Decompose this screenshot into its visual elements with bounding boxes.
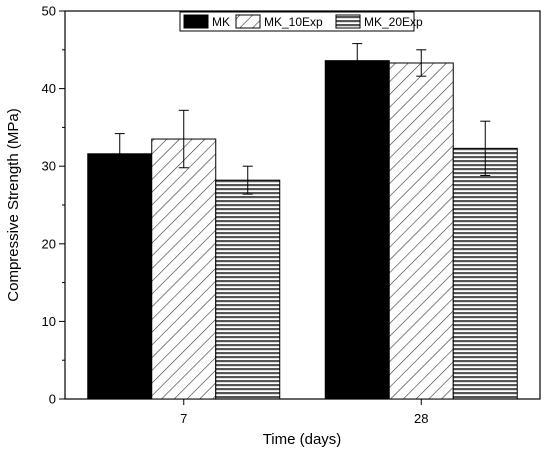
legend-swatch-mk bbox=[183, 14, 209, 29]
legend-label: MK bbox=[212, 15, 230, 29]
y-tick-label: 50 bbox=[42, 4, 56, 19]
x-axis-title: Time (days) bbox=[263, 431, 342, 448]
y-axis-title: Compressive Strength (MPa) bbox=[5, 108, 22, 301]
bar-mk-28 bbox=[324, 60, 390, 400]
y-axis: 0 10 20 30 40 50 bbox=[42, 4, 65, 407]
bar-mk-10exp-28 bbox=[388, 62, 454, 400]
legend-label: MK_10Exp bbox=[264, 15, 323, 29]
y-tick-label: 10 bbox=[42, 314, 56, 329]
bar-mk-10exp-7 bbox=[151, 138, 217, 400]
legend-swatch-mk-20exp bbox=[335, 14, 361, 29]
bar-mk-7 bbox=[87, 153, 153, 400]
legend-swatch-mk-10exp bbox=[235, 14, 261, 29]
legend-label: MK_20Exp bbox=[364, 15, 423, 29]
x-tick-label: 28 bbox=[414, 411, 428, 426]
bar-mk-20exp-7 bbox=[215, 179, 281, 400]
y-tick-label: 20 bbox=[42, 236, 56, 251]
bars bbox=[87, 60, 518, 400]
legend: MK MK_10Exp MK_20Exp bbox=[179, 11, 423, 32]
x-tick-label: 7 bbox=[180, 411, 187, 426]
y-tick-label: 30 bbox=[42, 159, 56, 174]
bar-mk-20exp-28 bbox=[452, 147, 518, 400]
y-tick-label: 40 bbox=[42, 81, 56, 96]
error-bars bbox=[114, 43, 491, 195]
y-tick-label: 0 bbox=[49, 392, 56, 407]
x-axis: 7 28 bbox=[180, 399, 428, 426]
